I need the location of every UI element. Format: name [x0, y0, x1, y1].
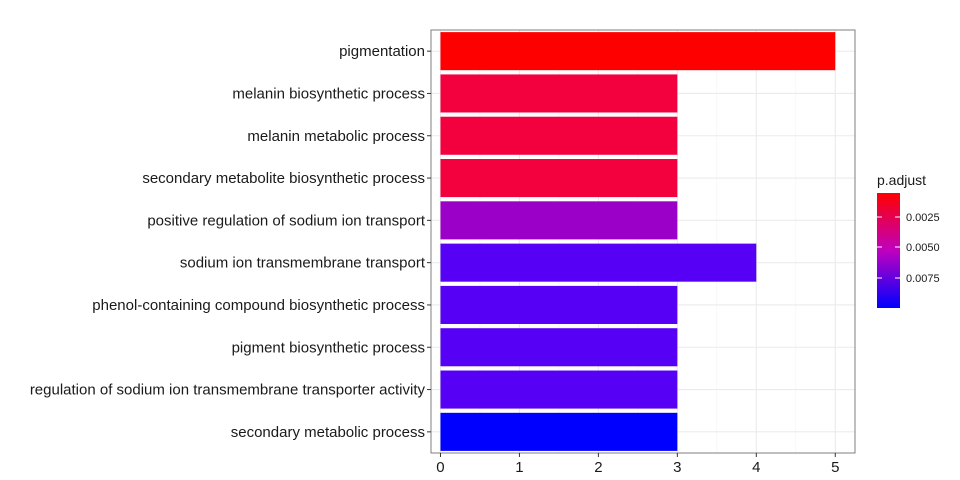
bar [440, 159, 678, 198]
bar [440, 116, 678, 155]
legend-tick-label: 0.0075 [906, 273, 940, 285]
category-labels: pigmentation melanin biosynthetic process… [30, 43, 431, 441]
bar [440, 32, 836, 71]
bar [440, 328, 678, 367]
bar [440, 201, 678, 240]
bars [440, 32, 836, 451]
color-legend: p.adjust 0.0025 0.0050 0.0075 [877, 172, 940, 308]
x-tick-label: 3 [673, 459, 681, 476]
category-label: pigmentation [339, 43, 425, 60]
category-label: secondary metabolite biosynthetic proces… [142, 170, 425, 187]
x-tick-label: 5 [831, 459, 839, 476]
x-tick-label: 2 [594, 459, 602, 476]
category-label: positive regulation of sodium ion transp… [147, 212, 425, 229]
category-label: pigment biosynthetic process [232, 339, 425, 356]
bar [440, 243, 757, 282]
legend-colorbar [877, 193, 900, 308]
category-label: secondary metabolic process [231, 424, 425, 441]
x-tick-label: 0 [436, 459, 444, 476]
x-tick-label: 4 [752, 459, 760, 476]
category-label: melanin biosynthetic process [232, 85, 425, 102]
bar [440, 285, 678, 324]
legend-ticks: 0.0025 0.0050 0.0075 [877, 212, 940, 285]
category-label: sodium ion transmembrane transport [180, 255, 426, 272]
bar [440, 74, 678, 113]
bar [440, 412, 678, 451]
category-label: phenol-containing compound biosynthetic … [92, 297, 425, 314]
category-label: regulation of sodium ion transmembrane t… [30, 382, 426, 399]
category-label: melanin metabolic process [247, 128, 425, 145]
legend-title: p.adjust [877, 172, 926, 188]
x-tick-label: 1 [515, 459, 523, 476]
legend-tick-label: 0.0050 [906, 242, 940, 254]
x-axis: 0 1 2 3 4 5 [436, 453, 839, 476]
legend-tick-label: 0.0025 [906, 212, 940, 224]
bar [440, 370, 678, 409]
plot-border [430, 29, 856, 454]
